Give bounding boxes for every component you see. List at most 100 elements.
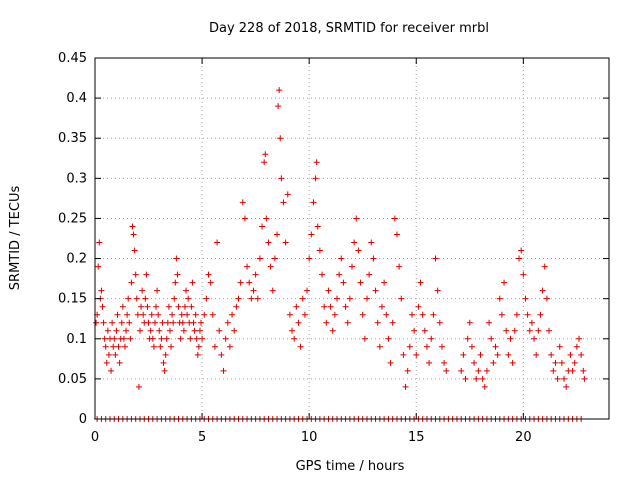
data-point [531, 335, 538, 342]
data-point [295, 319, 302, 326]
data-point [372, 287, 379, 294]
data-point [174, 271, 181, 278]
data-point [104, 327, 111, 334]
data-point [481, 383, 488, 390]
data-point [396, 263, 403, 270]
y-tick-label: 0.3 [66, 171, 87, 186]
data-point [132, 271, 139, 278]
data-point [556, 343, 563, 350]
x-tick-label: 10 [301, 430, 318, 445]
data-point [509, 359, 516, 366]
data-point [477, 351, 484, 358]
data-point [299, 295, 306, 302]
data-point [239, 199, 246, 206]
data-point [123, 327, 130, 334]
data-point [102, 343, 109, 350]
data-point [554, 375, 561, 382]
data-point [162, 351, 169, 358]
data-point [304, 287, 311, 294]
data-point [128, 279, 135, 286]
y-tick-label: 0 [79, 412, 87, 427]
data-point [229, 311, 236, 318]
data-point [567, 351, 574, 358]
data-point [543, 295, 550, 302]
data-point [548, 351, 555, 358]
data-point [518, 247, 525, 254]
data-point [558, 359, 565, 366]
data-point [175, 303, 182, 310]
data-point [466, 319, 473, 326]
data-point [323, 319, 330, 326]
data-point [537, 311, 544, 318]
data-point [276, 87, 283, 94]
data-point [503, 327, 510, 334]
data-point [546, 327, 553, 334]
data-point [261, 159, 268, 166]
data-point [161, 367, 168, 374]
data-point [126, 319, 133, 326]
data-point [155, 311, 162, 318]
data-point [133, 295, 140, 302]
y-tick-label: 0.15 [58, 292, 87, 307]
data-point [383, 311, 390, 318]
data-point [180, 327, 187, 334]
data-point [376, 343, 383, 350]
data-point [98, 287, 105, 294]
data-point [187, 335, 194, 342]
data-point [400, 351, 407, 358]
data-point [95, 263, 102, 270]
data-point [170, 319, 177, 326]
data-point [246, 279, 253, 286]
data-point [211, 343, 218, 350]
data-point [334, 295, 341, 302]
data-point [351, 239, 358, 246]
data-point [286, 311, 293, 318]
data-point [312, 175, 319, 182]
data-point [192, 311, 199, 318]
data-point [378, 303, 385, 310]
data-point [248, 295, 255, 302]
data-point [370, 255, 377, 262]
data-point [430, 311, 437, 318]
y-tick-label: 0.25 [58, 211, 87, 226]
data-point [528, 319, 535, 326]
data-point [310, 199, 317, 206]
data-point [393, 231, 400, 238]
data-point [368, 239, 375, 246]
data-point [135, 383, 142, 390]
data-point [224, 319, 231, 326]
data-point [458, 367, 465, 374]
x-tick-label: 0 [91, 430, 99, 445]
data-point [190, 319, 197, 326]
data-point [443, 367, 450, 374]
data-point [488, 335, 495, 342]
data-point [149, 335, 156, 342]
data-point [121, 343, 128, 350]
data-point [267, 263, 274, 270]
data-point [108, 367, 115, 374]
data-point [344, 319, 351, 326]
data-point [127, 335, 134, 342]
data-point [201, 311, 208, 318]
data-point [576, 335, 583, 342]
grid-lines [95, 58, 609, 419]
data-point [120, 335, 127, 342]
data-point [103, 359, 110, 366]
data-point [172, 279, 179, 286]
data-point [316, 247, 323, 254]
y-tick-label: 0.1 [66, 332, 87, 347]
data-point [130, 231, 137, 238]
data-point [581, 375, 588, 382]
y-tick-label: 0.4 [66, 91, 87, 106]
data-point [171, 295, 178, 302]
data-point [178, 311, 185, 318]
data-point [218, 351, 225, 358]
data-point [423, 343, 430, 350]
data-point [462, 375, 469, 382]
data-point [308, 231, 315, 238]
data-point [511, 327, 518, 334]
data-point [195, 343, 202, 350]
data-point [381, 279, 388, 286]
data-point [580, 367, 587, 374]
data-point [406, 343, 413, 350]
